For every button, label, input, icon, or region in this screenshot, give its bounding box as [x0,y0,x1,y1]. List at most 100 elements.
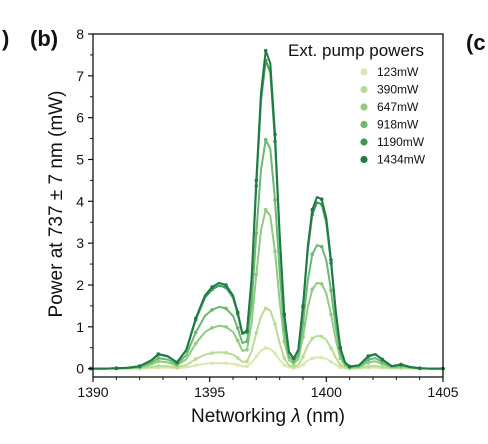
series-point [245,364,249,369]
series-point [245,329,249,333]
series-point [254,331,259,335]
legend: Ext. pump powers 123mW 390mW 647mW 918mW 119… [288,41,426,167]
y-tick-label: 1 [76,319,84,335]
series-point [301,335,305,340]
series-line-2 [90,208,443,370]
panel-label-right: (c [466,30,486,55]
series-point [235,326,240,330]
series-point [338,362,343,367]
series-point [319,355,324,360]
legend-title: Ext. pump powers [288,41,424,60]
series-point [254,354,259,359]
series-point [273,198,277,202]
series-point [193,341,198,346]
series-point [282,356,287,361]
series-point [291,356,296,361]
y-axis-label: Power at 737 ± 7 nm (mW) [46,91,67,318]
series-point [210,326,214,330]
series-point [338,365,343,370]
series-point [329,288,333,293]
legend-marker [360,155,368,164]
series-point [366,360,371,365]
legend-label: 390mW [377,83,419,97]
series-point [273,322,277,326]
series-point [291,364,296,369]
series-point [193,330,198,335]
x-axis-ticks: 1390 1395 1400 1405 [77,377,459,400]
series-point [210,361,214,366]
x-tick-label: 1390 [77,384,108,400]
series-point [245,359,249,364]
series-point [235,363,240,367]
series-point [210,351,214,355]
series-point [347,364,352,369]
series-point [319,334,324,339]
series-point [137,364,142,368]
series-point [319,197,324,201]
series-point [235,356,240,360]
series-point [301,362,305,367]
series-line-1 [90,307,443,370]
legend-marker [360,138,368,146]
legend-items: 123mW 390mW 647mW 918mW 1190mW 1434mW [360,65,426,167]
legend-label: 918mW [377,118,419,132]
series-point [245,339,249,344]
x-tick-label: 1400 [311,384,342,400]
y-tick-label: 3 [76,235,84,251]
series-point [193,363,198,368]
series-point [193,357,198,361]
series-point [338,345,343,350]
series-point [329,359,333,364]
legend-label: 1434mW [377,153,426,167]
series-point [210,285,214,289]
y-tick-label: 4 [76,193,84,209]
series-point [310,207,315,212]
y-axis-ticks: 0 1 2 3 4 5 6 7 8 [76,26,93,377]
series-point [263,137,268,142]
series-point [282,363,287,367]
series-point [175,360,179,365]
y-tick-label: 2 [76,277,84,293]
series-point [273,132,277,137]
series-line-5 [90,49,443,370]
series-point [319,244,324,249]
series-point [273,351,277,356]
series-line-3 [90,138,443,370]
series-point [156,352,161,356]
series-point [224,361,228,366]
series-point [310,287,315,292]
panel-label-left: ) [2,26,9,51]
legend-marker [360,68,368,76]
series-point [263,306,268,311]
series-point [310,336,315,341]
x-tick-label: 1405 [427,384,458,400]
series-point [156,359,161,364]
y-tick-label: 5 [76,151,84,167]
legend-label: 1190mW [377,135,425,149]
series-point [210,308,214,312]
series-point [224,283,228,287]
series-point [235,338,240,343]
y-tick-label: 8 [76,26,84,42]
series-line-0 [90,347,443,370]
series-point [366,354,371,358]
series-point [263,346,268,350]
series-point [193,316,198,321]
series-point [282,312,287,317]
x-tick-label: 1395 [194,384,225,400]
series-point [417,366,422,371]
y-tick-label: 7 [76,68,84,84]
series-point [310,356,315,361]
series-point [245,348,249,352]
series-point [399,362,403,367]
series-point [254,272,259,277]
series-point [301,354,305,359]
series-point [263,48,268,53]
series-point [273,249,277,254]
series-point [329,346,333,350]
series-point [224,306,228,311]
plot-series-group [88,48,445,371]
series-point [254,231,259,235]
series-point [254,178,259,183]
series-point [329,312,333,317]
